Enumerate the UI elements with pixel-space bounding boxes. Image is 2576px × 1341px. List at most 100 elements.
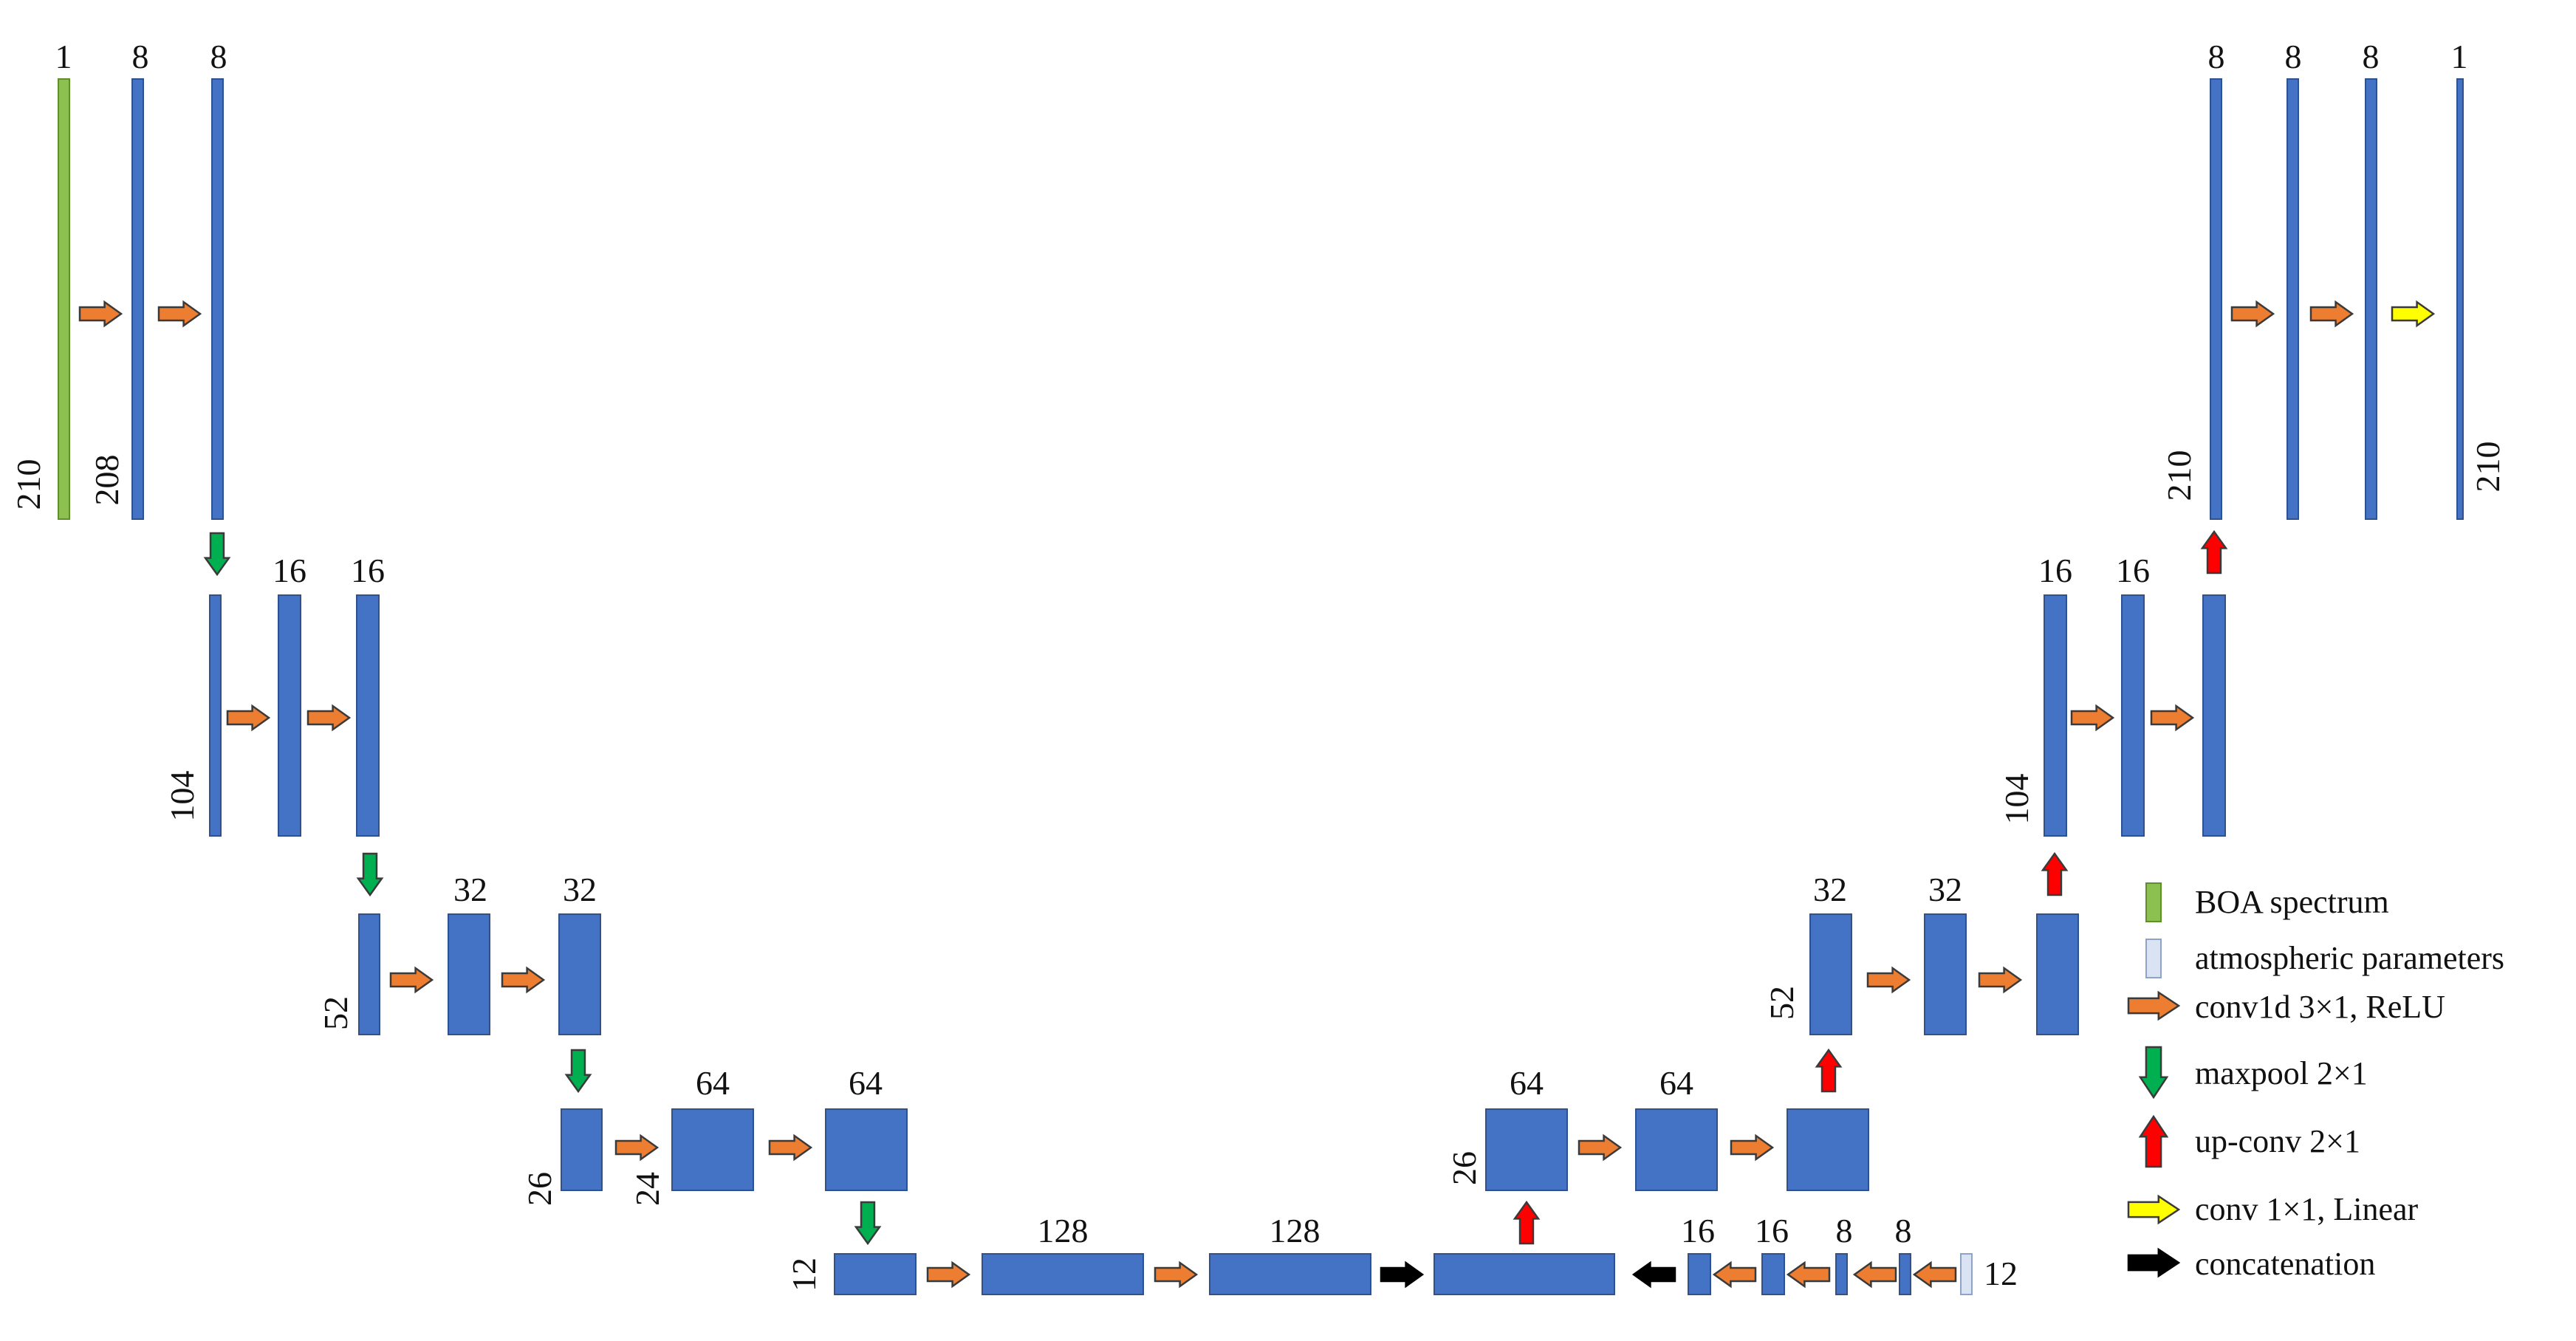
- concat-arrow-icon: [1380, 1261, 1425, 1289]
- length-label-dec1-left: 210: [2160, 450, 2198, 501]
- channel-label-bottleneck-b: 128: [1270, 1212, 1320, 1249]
- length-label-dec4: 26: [1445, 1151, 1483, 1185]
- concat-arrow-icon: [1631, 1261, 1676, 1289]
- channel-label-dec1-b: 8: [2285, 38, 2302, 75]
- conv-arrow-icon: [1786, 1261, 1831, 1289]
- channel-label-param-4: 8: [1895, 1212, 1912, 1249]
- length-label-enc2: 104: [163, 771, 201, 822]
- upconv-arrow-icon: [2041, 851, 2069, 896]
- conv-arrow-icon: [1578, 1133, 1623, 1162]
- conv-arrow-icon: [768, 1133, 813, 1162]
- feature-block-enc3-b: [448, 913, 490, 1035]
- conv-arrow-icon: [501, 966, 546, 994]
- feature-block-param-4: [1899, 1253, 1911, 1295]
- channel-label-param-1: 16: [1681, 1212, 1715, 1249]
- feature-block-enc4-b: [671, 1108, 754, 1191]
- feature-block-enc1-a: [131, 78, 144, 520]
- feature-block-enc2-a: [209, 594, 222, 837]
- length-label-enc4-b: 24: [628, 1172, 666, 1206]
- channel-label-enc1-a: 8: [132, 38, 149, 75]
- channel-label-dec1-a: 8: [2208, 38, 2225, 75]
- channel-label-bottleneck-a: 128: [1038, 1212, 1089, 1249]
- channel-label-enc3-b: 32: [563, 871, 597, 908]
- conv-arrow-icon: [1154, 1261, 1199, 1289]
- feature-block-dec2-c: [2202, 594, 2226, 837]
- channel-label-enc4-a: 64: [696, 1064, 730, 1102]
- legend-swatch-atm: [2145, 939, 2162, 978]
- legend-label-conv: conv1d 3×1, ReLU: [2195, 989, 2445, 1025]
- conv-arrow-icon: [1852, 1261, 1897, 1289]
- channel-label-enc3-a: 32: [453, 871, 487, 908]
- feature-block-enc3-a: [358, 913, 380, 1035]
- length-label-dec2: 104: [1998, 774, 2035, 825]
- conv-arrow-icon: [1978, 966, 2023, 994]
- channel-label-enc2-a: 16: [273, 552, 306, 589]
- legend-label-linear: conv 1×1, Linear: [2195, 1191, 2419, 1227]
- output-block: [2456, 78, 2464, 520]
- feature-block-dec1-b: [2286, 78, 2299, 520]
- feature-block-param-1: [1688, 1253, 1711, 1295]
- linear-arrow-icon: [2391, 300, 2436, 328]
- feature-block-enc4-a: [561, 1108, 603, 1191]
- length-label-input: 210: [10, 459, 47, 510]
- length-label-atm: 12: [1984, 1255, 2018, 1292]
- conv-arrow-icon: [78, 300, 123, 328]
- feature-block-dec3-a: [1809, 913, 1852, 1035]
- legend-swatch-boa: [2145, 882, 2162, 922]
- channel-label-dec1-c: 8: [2363, 38, 2380, 75]
- conv-arrow-icon: [1866, 966, 1911, 994]
- legend-label-atm: atmospheric parameters: [2195, 940, 2504, 976]
- length-label-bottleneck: 12: [785, 1258, 823, 1292]
- legend: BOA spectrum atmospheric parameters conv…: [2127, 882, 2504, 1282]
- conv-arrow-icon: [157, 300, 202, 328]
- length-label-enc3: 52: [317, 996, 354, 1030]
- feature-block-param-2: [1761, 1253, 1785, 1295]
- channel-label-input: 1: [55, 38, 72, 75]
- feature-block-concat: [1433, 1253, 1615, 1295]
- feature-block-dec3-c: [2036, 913, 2079, 1035]
- length-label-enc4-a: 26: [521, 1172, 558, 1206]
- legend-label-concat: concatenation: [2195, 1246, 2375, 1282]
- feature-block-enc3-c: [558, 913, 601, 1035]
- feature-block-dec1-c: [2365, 78, 2377, 520]
- atm-parameters-block: [1960, 1253, 1973, 1295]
- channel-label-param-2: 16: [1755, 1212, 1789, 1249]
- conv-arrow-icon: [226, 704, 271, 732]
- channel-label-dec2-a: 16: [2038, 552, 2072, 589]
- conv-arrow-icon: [2150, 704, 2195, 732]
- channel-label-dec2-b: 16: [2116, 552, 2150, 589]
- length-label-dec3: 52: [1763, 986, 1801, 1020]
- maxpool-arrow-icon: [356, 852, 384, 897]
- length-label-dec1-right: 210: [2469, 442, 2507, 493]
- feature-block-param-3: [1835, 1253, 1848, 1295]
- channel-label-enc4-b: 64: [849, 1064, 883, 1102]
- legend-conv-arrow-icon: [2127, 990, 2181, 1021]
- channel-label-param-3: 8: [1836, 1212, 1853, 1249]
- channel-label-dec4-a: 64: [1510, 1064, 1544, 1102]
- length-label-enc1: 208: [88, 455, 126, 506]
- legend-label-maxpool: maxpool 2×1: [2195, 1055, 2368, 1091]
- conv-arrow-icon: [926, 1261, 971, 1289]
- channel-label-dec4-b: 64: [1659, 1064, 1693, 1102]
- legend-label-boa: BOA spectrum: [2195, 884, 2389, 920]
- legend-upconv-arrow-icon: [2138, 1114, 2169, 1168]
- feature-block-dec2-a: [2044, 594, 2067, 837]
- feature-block-dec4-a: [1485, 1108, 1568, 1191]
- feature-map-blocks: [58, 78, 2464, 1295]
- maxpool-arrow-icon: [854, 1201, 882, 1246]
- channel-label-dec3-a: 32: [1813, 871, 1847, 908]
- legend-linear-arrow-icon: [2127, 1194, 2181, 1225]
- boa-input-block: [58, 78, 70, 520]
- feature-block-dec4-b: [1635, 1108, 1718, 1191]
- legend-concat-arrow-icon: [2127, 1247, 2181, 1278]
- maxpool-arrow-icon: [564, 1049, 592, 1094]
- feature-block-bottleneck-c: [1209, 1253, 1371, 1295]
- conv-arrow-icon: [389, 966, 434, 994]
- channel-label-enc1-b: 8: [210, 38, 227, 75]
- feature-block-bottleneck-b: [982, 1253, 1144, 1295]
- conv-arrow-icon: [2230, 300, 2275, 328]
- feature-block-enc2-b: [278, 594, 301, 837]
- conv-arrow-icon: [2309, 300, 2354, 328]
- conv-arrow-icon: [306, 704, 352, 732]
- feature-block-dec3-b: [1924, 913, 1967, 1035]
